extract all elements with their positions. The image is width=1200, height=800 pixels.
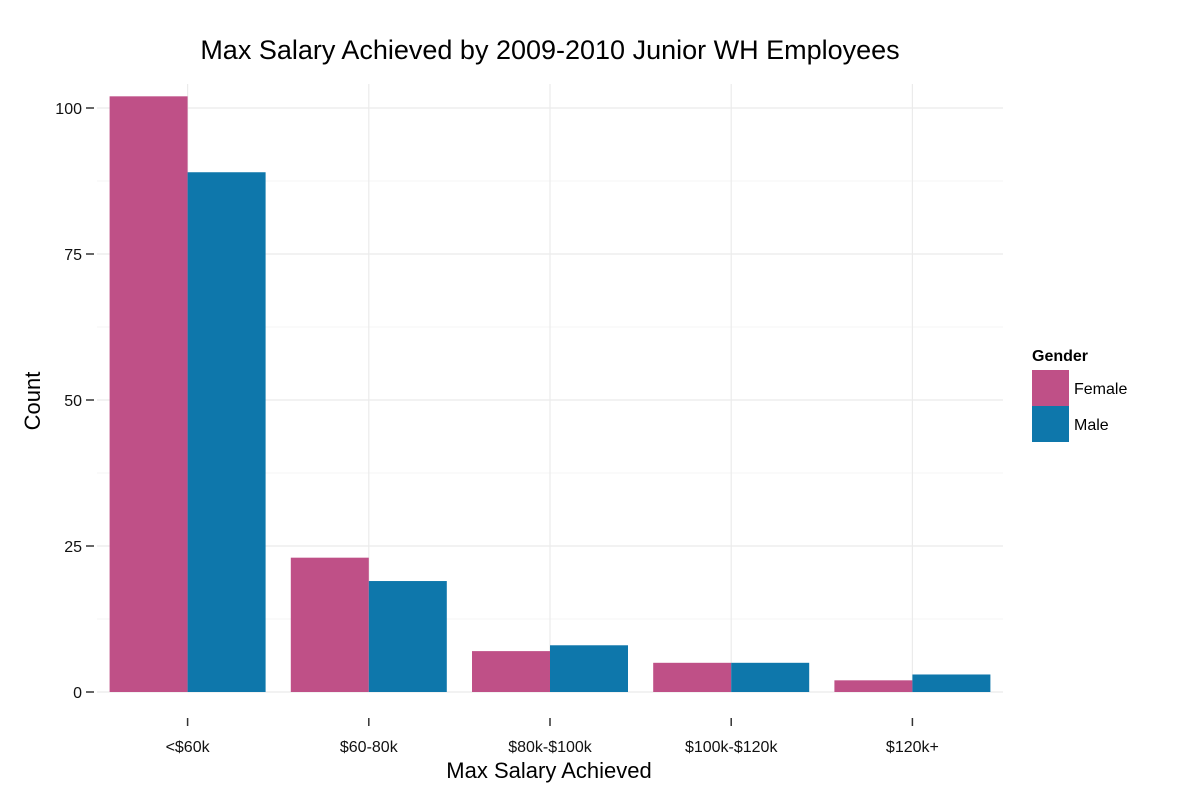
bar-female-4 [834, 680, 913, 692]
legend-title: Gender [1032, 348, 1088, 365]
legend-label-female: Female [1074, 381, 1127, 398]
x-tick-label-2: $80k-$100k [508, 739, 593, 756]
y-axis: 0 25 50 75 100 [55, 101, 94, 702]
bars [109, 96, 991, 693]
chart-title: Max Salary Achieved by 2009-2010 Junior … [200, 35, 899, 65]
x-tick-label-4: $120k+ [886, 739, 939, 756]
x-tick-label-1: $60-80k [340, 739, 399, 756]
y-tick-label-3: 75 [64, 247, 82, 264]
y-tick-label-0: 0 [73, 685, 82, 702]
bar-female-3 [653, 662, 732, 692]
bar-female-0 [109, 96, 188, 692]
y-tick-label-1: 25 [64, 539, 82, 556]
bar-male-4 [912, 674, 991, 692]
bar-female-1 [290, 557, 369, 692]
legend-swatch-female [1032, 370, 1069, 406]
y-tick-label-2: 50 [64, 393, 82, 410]
legend-swatch-male [1032, 406, 1069, 442]
x-axis-title: Max Salary Achieved [446, 758, 651, 783]
x-tick-label-3: $100k-$120k [685, 739, 779, 756]
x-axis: <$60k $60-80k $80k-$100k $100k-$120k $120k+ [166, 718, 939, 756]
legend-label-male: Male [1074, 417, 1109, 434]
bar-male-3 [731, 662, 810, 692]
bar-female-2 [472, 651, 550, 692]
bar-male-0 [187, 172, 266, 693]
x-tick-label-0: <$60k [166, 739, 211, 756]
bar-male-2 [550, 645, 628, 692]
y-tick-label-4: 100 [55, 101, 82, 118]
y-axis-title: Count [20, 372, 45, 431]
bar-male-1 [368, 581, 447, 692]
legend: Gender Female Male [1032, 348, 1127, 442]
